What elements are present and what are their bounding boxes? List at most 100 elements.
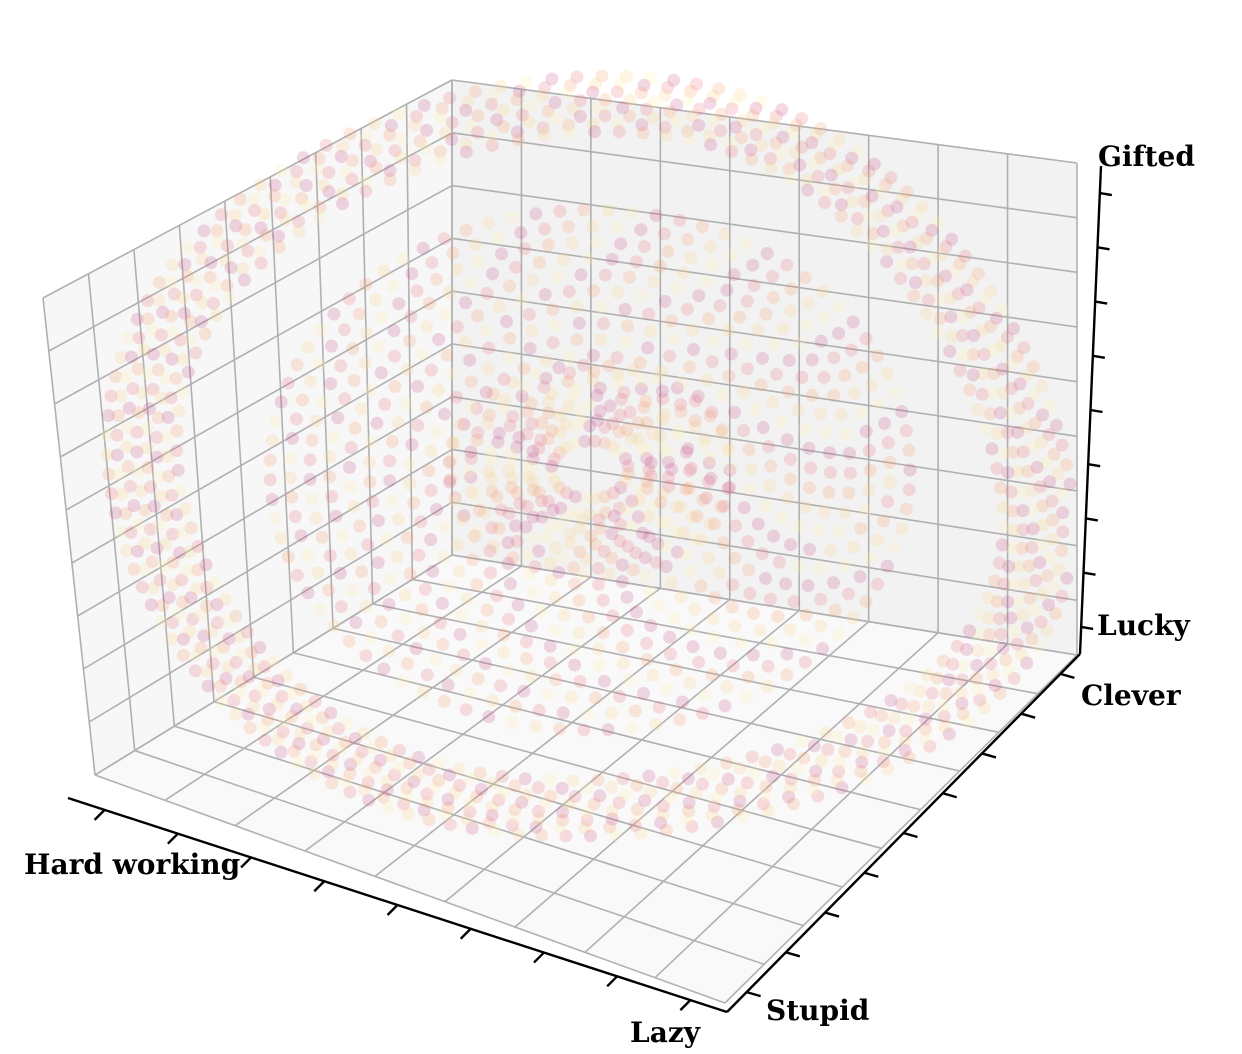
data-point [290,756,304,770]
data-point [470,525,484,539]
data-point [105,487,118,501]
data-point [384,749,398,763]
data-point [628,818,642,832]
data-point [460,812,474,826]
data-point [629,255,643,269]
data-point [919,274,933,288]
data-point [866,723,880,736]
data-point [705,668,719,682]
data-point [814,334,828,348]
data-point [443,768,456,782]
data-point [603,820,617,834]
data-point [391,415,405,429]
grid-line [451,501,1078,602]
data-point [195,296,209,310]
data-point [464,445,478,459]
data-point [911,235,925,249]
data-point [1051,467,1065,481]
data-point [176,595,189,609]
data-point [643,584,657,598]
data-point [410,284,424,298]
data-point [830,774,844,788]
data-point [437,232,451,246]
grid-line [77,395,453,617]
data-point [621,459,635,473]
data-point [832,765,846,778]
data-point [589,691,602,705]
data-point [293,727,307,741]
data-point [997,577,1011,591]
data-point [1055,544,1069,558]
data-point [797,751,811,765]
data-point [740,294,754,308]
data-point [814,592,828,606]
data-point [374,735,388,749]
data-point [623,93,637,107]
data-point [486,539,500,553]
data-point [358,783,372,796]
data-point [586,85,600,99]
data-point [240,625,254,639]
data-point [587,365,601,378]
data-point [776,130,790,144]
data-point [728,94,742,108]
data-point [698,688,712,702]
data-point [798,634,811,647]
data-point [224,261,238,275]
data-point [736,385,750,399]
data-point [1021,464,1035,478]
data-point [258,733,272,747]
data-point [761,659,775,673]
data-point [189,346,203,360]
data-point [210,224,224,238]
data-point [144,598,158,612]
data-point [524,396,538,410]
data-point [847,387,861,400]
data-point [721,444,735,458]
data-point [464,451,478,465]
data-point [553,425,567,439]
data-point [165,488,179,502]
data-point [956,329,969,342]
data-point [572,626,586,640]
data-point [401,657,414,671]
data-point [456,512,469,526]
data-point [220,279,234,293]
data-point [611,376,625,390]
data-point [517,362,531,376]
data-point [463,805,477,819]
data-point [200,599,214,613]
data-point [520,499,534,513]
data-point [662,471,675,485]
data-point [532,441,546,455]
data-point [1011,465,1025,479]
axis-panes [43,80,1077,1003]
data-point [614,481,628,494]
data-point [242,670,256,684]
data-point [854,765,868,778]
data-point [864,705,878,719]
data-point [577,358,591,372]
data-point [178,502,192,516]
data-point [523,342,537,356]
data-point [561,118,575,132]
data-point [629,546,643,560]
data-point [123,479,137,493]
data-point [1019,421,1033,435]
data-point [689,787,703,800]
data-point [818,185,832,199]
data-point [1043,399,1057,413]
grid-line [293,652,921,811]
data-point [471,109,485,123]
data-point [463,797,477,811]
data-point [847,540,861,554]
data-point [982,611,996,625]
data-point [834,407,848,421]
data-point [468,238,482,252]
data-point [975,324,989,338]
data-point [408,119,422,133]
data-point [706,612,720,626]
z-axis-tick [1099,191,1113,197]
data-point [485,694,499,708]
data-point [842,486,856,500]
